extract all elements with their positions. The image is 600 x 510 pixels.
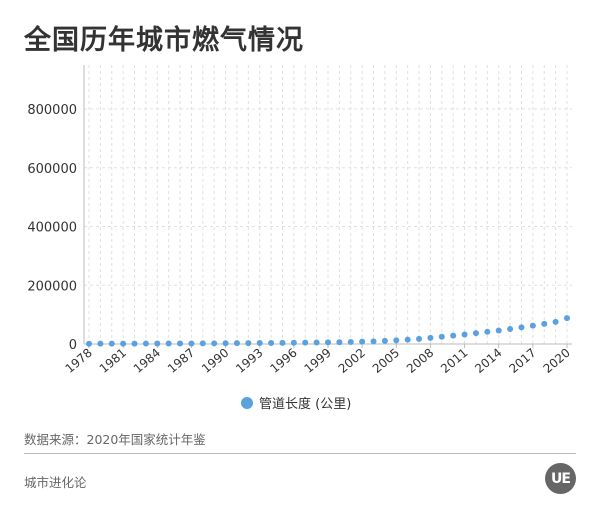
data-point — [313, 339, 320, 346]
data-point — [347, 338, 354, 345]
data-point — [484, 328, 491, 335]
x-tick-label: 1984 — [131, 346, 163, 376]
x-tick-label: 2014 — [472, 346, 504, 376]
x-tick-label: 1987 — [165, 346, 197, 376]
data-point — [97, 340, 104, 347]
data-point — [416, 335, 423, 342]
data-point — [518, 324, 525, 331]
data-point — [381, 337, 388, 344]
data-point — [541, 320, 548, 327]
data-source-note: 数据来源：2020年国家统计年鉴 — [24, 432, 206, 447]
data-point — [131, 340, 138, 347]
data-point — [472, 330, 479, 337]
data-point — [325, 339, 331, 346]
data-point — [154, 340, 161, 347]
brand-name: 城市进化论 — [24, 475, 87, 490]
data-point — [507, 326, 514, 333]
data-point — [256, 340, 263, 347]
x-tick-label: 1996 — [267, 346, 299, 376]
data-point — [177, 340, 184, 347]
data-point — [438, 333, 445, 340]
data-point — [359, 338, 366, 345]
data-point — [108, 340, 115, 347]
x-tick-label: 1981 — [97, 346, 129, 376]
page-title: 全国历年城市燃气情况 — [24, 25, 304, 56]
data-point — [188, 340, 195, 347]
x-tick-label: 1978 — [63, 346, 95, 376]
x-tick-label: 2011 — [438, 346, 470, 376]
data-point — [290, 339, 297, 346]
data-point — [336, 339, 343, 346]
y-tick-label: 0 — [69, 338, 77, 353]
data-point — [165, 340, 172, 347]
data-point — [393, 337, 400, 344]
x-tick-label: 2020 — [541, 346, 573, 376]
data-point — [233, 340, 240, 347]
y-tick-label: 800000 — [27, 103, 77, 118]
y-tick-label: 400000 — [27, 221, 77, 236]
data-point — [120, 340, 127, 347]
y-tick-label: 200000 — [27, 279, 77, 294]
x-tick-label: 1993 — [233, 346, 265, 376]
data-point — [86, 340, 92, 347]
data-point — [142, 340, 149, 347]
y-tick-label: 600000 — [27, 162, 77, 177]
data-point — [404, 336, 411, 343]
x-tick-label: 2008 — [404, 346, 436, 376]
x-tick-label: 2002 — [336, 346, 368, 376]
data-point — [370, 338, 377, 345]
brand-logo: UE — [545, 463, 576, 494]
chart: 0 200000 400000 600000 800000 1978 1981 1984 198… — [27, 65, 573, 412]
data-point — [268, 339, 275, 346]
data-point — [461, 331, 468, 338]
x-tick-label: 1990 — [199, 346, 231, 376]
data-point — [450, 332, 457, 339]
data-point — [199, 340, 206, 347]
data-point — [564, 315, 570, 322]
data-point — [495, 327, 502, 334]
x-tick-label: 2005 — [370, 346, 402, 376]
data-point — [279, 339, 286, 346]
data-point — [552, 318, 559, 325]
data-point — [245, 340, 252, 347]
divider — [24, 453, 576, 454]
x-tick-label: 2017 — [506, 346, 538, 376]
x-tick-label: 1999 — [302, 346, 334, 376]
data-point — [211, 340, 218, 347]
legend-label: 管道长度 (公里) — [259, 396, 351, 412]
data-point — [529, 322, 536, 329]
data-point — [427, 334, 434, 341]
data-point — [222, 340, 229, 347]
data-point — [302, 339, 309, 346]
legend-marker — [241, 397, 253, 409]
